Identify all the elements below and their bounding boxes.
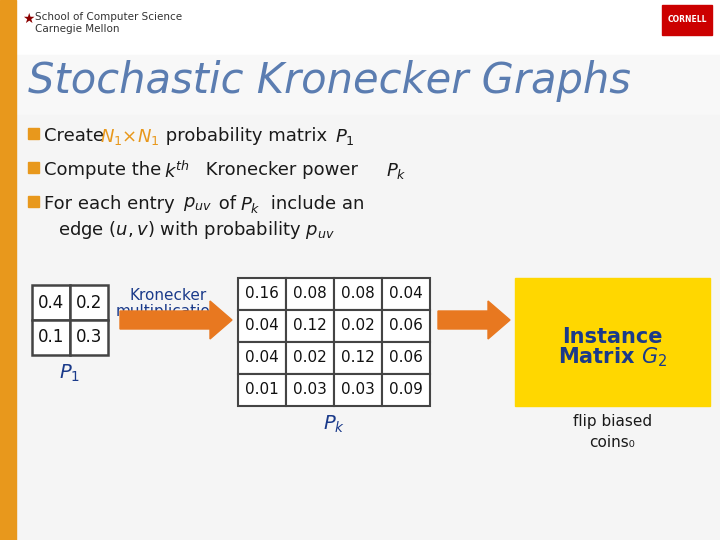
Bar xyxy=(334,342,382,374)
Text: 0.04: 0.04 xyxy=(389,287,423,301)
Text: 0.08: 0.08 xyxy=(341,287,375,301)
Text: Compute the: Compute the xyxy=(44,161,167,179)
Bar xyxy=(238,310,286,342)
Text: $p_{uv}$: $p_{uv}$ xyxy=(183,195,212,213)
Text: 0.09: 0.09 xyxy=(389,382,423,397)
Text: probability matrix: probability matrix xyxy=(160,127,333,145)
Bar xyxy=(28,196,39,207)
Text: flip biased
coins₀: flip biased coins₀ xyxy=(573,414,652,450)
Text: Create: Create xyxy=(44,127,109,145)
Text: 0.06: 0.06 xyxy=(389,319,423,334)
Text: 0.02: 0.02 xyxy=(341,319,375,334)
Text: 0.08: 0.08 xyxy=(293,287,327,301)
Bar xyxy=(32,285,70,320)
Bar xyxy=(286,342,334,374)
Polygon shape xyxy=(120,301,232,339)
Text: include an: include an xyxy=(265,195,364,213)
Bar xyxy=(334,278,382,310)
Text: 0.04: 0.04 xyxy=(245,319,279,334)
Bar xyxy=(16,115,720,540)
Bar xyxy=(382,278,430,310)
Bar xyxy=(286,310,334,342)
Text: School of Computer Science: School of Computer Science xyxy=(35,12,182,22)
Text: $P_1$: $P_1$ xyxy=(335,127,355,147)
Bar xyxy=(286,374,334,406)
Bar xyxy=(238,374,286,406)
Bar xyxy=(0,0,16,540)
Bar xyxy=(32,320,70,355)
Text: 0.2: 0.2 xyxy=(76,294,102,312)
Bar xyxy=(70,320,108,355)
Bar xyxy=(334,310,382,342)
Text: $k^{th}$: $k^{th}$ xyxy=(164,161,190,182)
Text: $P_k$: $P_k$ xyxy=(323,414,345,435)
Text: 0.04: 0.04 xyxy=(245,350,279,366)
Bar xyxy=(70,285,108,320)
Text: multiplication: multiplication xyxy=(116,304,220,319)
Text: For each entry: For each entry xyxy=(44,195,181,213)
Text: 0.03: 0.03 xyxy=(293,382,327,397)
Text: $N_1{\times}N_1$: $N_1{\times}N_1$ xyxy=(100,127,159,147)
Text: Stochastic Kronecker Graphs: Stochastic Kronecker Graphs xyxy=(28,60,631,102)
Text: ★: ★ xyxy=(22,12,35,26)
Text: edge $(u,v)$ with probability $p_{uv}$: edge $(u,v)$ with probability $p_{uv}$ xyxy=(58,219,335,241)
Text: $P_1$: $P_1$ xyxy=(60,363,81,384)
Text: 0.06: 0.06 xyxy=(389,350,423,366)
Bar xyxy=(334,374,382,406)
Bar xyxy=(16,55,720,115)
Text: 0.02: 0.02 xyxy=(293,350,327,366)
Bar xyxy=(16,0,720,55)
Text: 0.1: 0.1 xyxy=(38,328,64,347)
Text: Carnegie Mellon: Carnegie Mellon xyxy=(35,24,120,34)
Text: 0.01: 0.01 xyxy=(245,382,279,397)
Text: of: of xyxy=(213,195,242,213)
Text: Instance: Instance xyxy=(562,327,662,347)
Bar xyxy=(515,278,710,406)
Text: CORNELL: CORNELL xyxy=(667,16,707,24)
Text: 0.12: 0.12 xyxy=(341,350,375,366)
Text: Kronecker: Kronecker xyxy=(130,288,207,303)
Text: 0.4: 0.4 xyxy=(38,294,64,312)
Text: $P_k$: $P_k$ xyxy=(386,161,407,181)
Bar xyxy=(382,342,430,374)
Text: 0.16: 0.16 xyxy=(245,287,279,301)
Polygon shape xyxy=(438,301,510,339)
Text: 0.12: 0.12 xyxy=(293,319,327,334)
Bar xyxy=(238,342,286,374)
Bar xyxy=(662,5,712,35)
Text: Kronecker power: Kronecker power xyxy=(200,161,364,179)
Bar xyxy=(28,128,39,139)
Bar xyxy=(382,374,430,406)
Bar xyxy=(382,310,430,342)
Bar xyxy=(238,278,286,310)
Text: $P_k$: $P_k$ xyxy=(240,195,261,215)
Bar xyxy=(286,278,334,310)
Text: Matrix $G_2$: Matrix $G_2$ xyxy=(558,345,667,369)
Text: 0.03: 0.03 xyxy=(341,382,375,397)
Text: 0.3: 0.3 xyxy=(76,328,102,347)
Bar xyxy=(28,162,39,173)
